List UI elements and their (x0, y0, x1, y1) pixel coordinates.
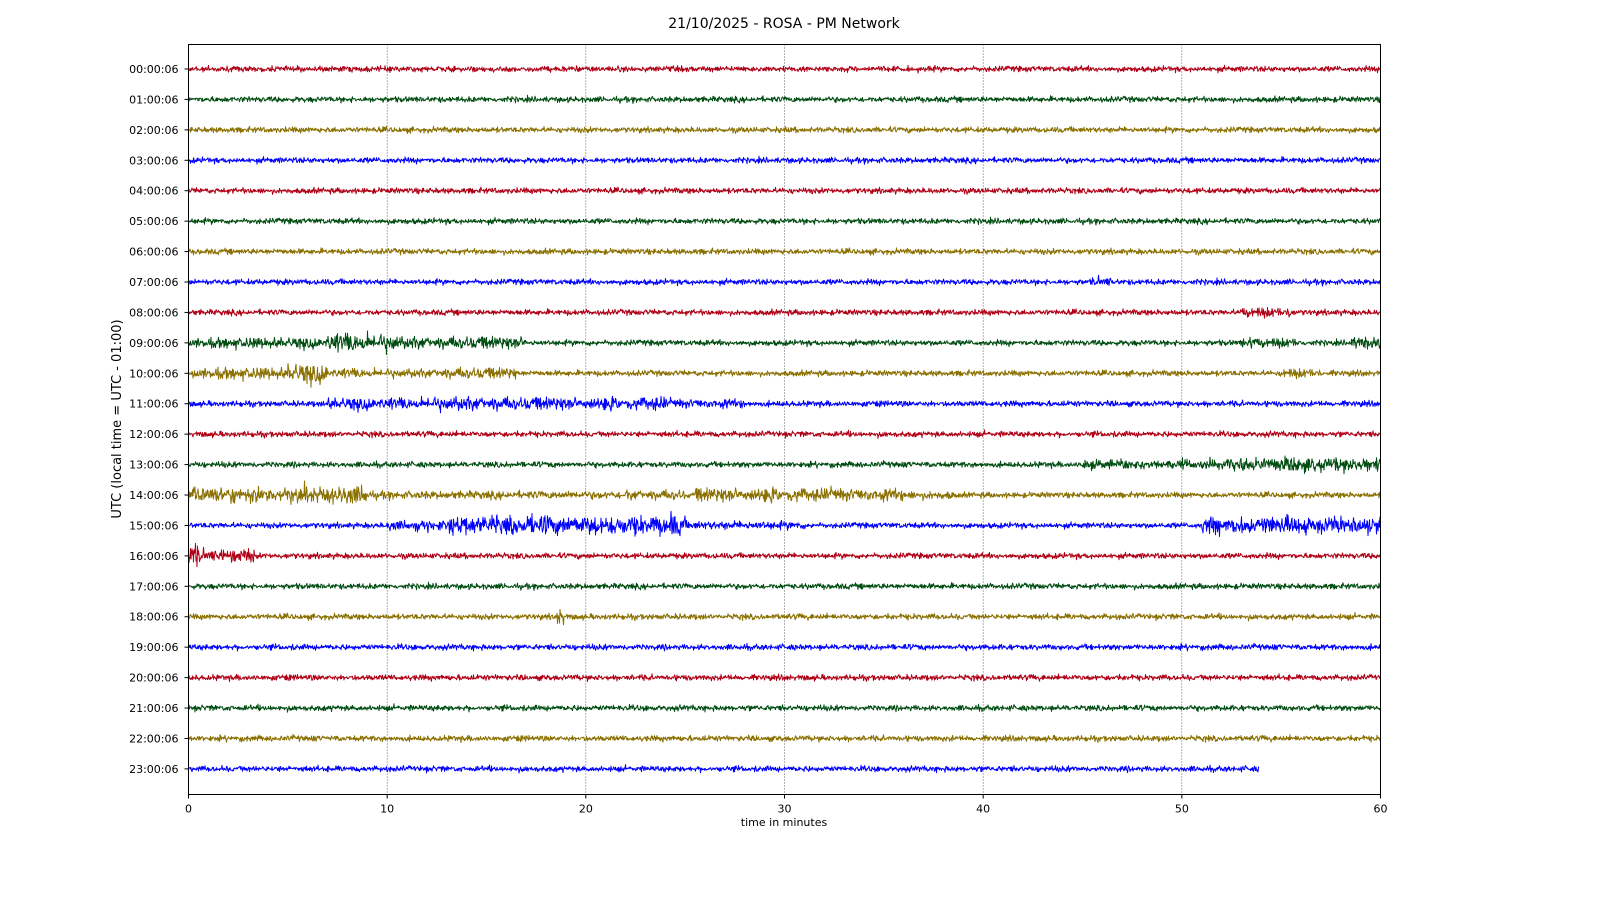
trace-line (188, 733, 1381, 743)
x-tick-label: 30 (778, 803, 792, 816)
y-axis-ticks: 00:00:06 01:00:06 02:00:06 03:00:06 04:00:06… (129, 63, 189, 776)
y-tick-label: 20:00:06 (129, 672, 178, 685)
y-tick-label: 08:00:06 (129, 306, 178, 319)
trace-line (188, 642, 1381, 652)
y-tick-label: 18:00:06 (129, 611, 178, 624)
y-axis-label: UTC (local time = UTC - 01:00) (110, 319, 125, 518)
y-tick-label: 15:00:06 (129, 519, 178, 532)
trace-line (188, 581, 1381, 591)
x-tick-label: 10 (380, 803, 394, 816)
x-axis-label: time in minutes (741, 816, 828, 829)
y-tick-label: 22:00:06 (129, 732, 178, 745)
y-tick-label: 21:00:06 (129, 702, 178, 715)
y-tick-label: 10:00:06 (129, 367, 178, 380)
trace-line (188, 542, 1381, 568)
trace-line (188, 94, 1381, 104)
y-tick-label: 00:00:06 (129, 63, 178, 76)
x-tick-label: 60 (1374, 803, 1388, 816)
trace-line (188, 363, 1381, 388)
trace-line (188, 395, 1381, 414)
y-tick-label: 17:00:06 (129, 580, 178, 593)
trace-line (188, 673, 1381, 683)
trace-line (188, 609, 1381, 626)
x-tick-label: 0 (185, 803, 192, 816)
trace-line (188, 216, 1381, 226)
trace-line (188, 247, 1381, 256)
grid-lines (386, 44, 1183, 795)
trace-line (188, 764, 1260, 774)
chart-title: 21/10/2025 - ROSA - PM Network (668, 16, 900, 32)
trace-line (188, 455, 1381, 475)
trace-line (188, 510, 1381, 537)
y-tick-label: 23:00:06 (129, 763, 178, 776)
x-tick-label: 20 (579, 803, 593, 816)
y-tick-label: 16:00:06 (129, 550, 178, 563)
trace-line (188, 186, 1381, 195)
trace-line (188, 125, 1381, 135)
seismic-traces (188, 64, 1381, 774)
y-tick-label: 13:00:06 (129, 459, 178, 472)
y-tick-label: 01:00:06 (129, 93, 178, 106)
y-tick-label: 14:00:06 (129, 489, 178, 502)
trace-line (188, 480, 1381, 505)
trace-line (188, 274, 1381, 287)
y-tick-label: 07:00:06 (129, 276, 178, 289)
trace-line (188, 703, 1381, 713)
y-tick-label: 09:00:06 (129, 337, 178, 350)
x-tick-label: 40 (976, 803, 990, 816)
trace-line (188, 306, 1381, 319)
y-tick-label: 04:00:06 (129, 185, 178, 198)
y-tick-label: 06:00:06 (129, 246, 178, 259)
trace-line (188, 155, 1381, 165)
y-tick-label: 05:00:06 (129, 215, 178, 228)
y-tick-label: 12:00:06 (129, 428, 178, 441)
trace-line (188, 64, 1381, 74)
y-tick-label: 02:00:06 (129, 124, 178, 137)
x-axis-ticks: 0 10 20 30 40 50 60 (185, 794, 1388, 816)
x-tick-label: 50 (1175, 803, 1189, 816)
y-tick-label: 03:00:06 (129, 154, 178, 167)
trace-line (188, 330, 1381, 355)
trace-line (188, 429, 1381, 439)
y-tick-label: 11:00:06 (129, 398, 178, 411)
y-tick-label: 19:00:06 (129, 641, 178, 654)
